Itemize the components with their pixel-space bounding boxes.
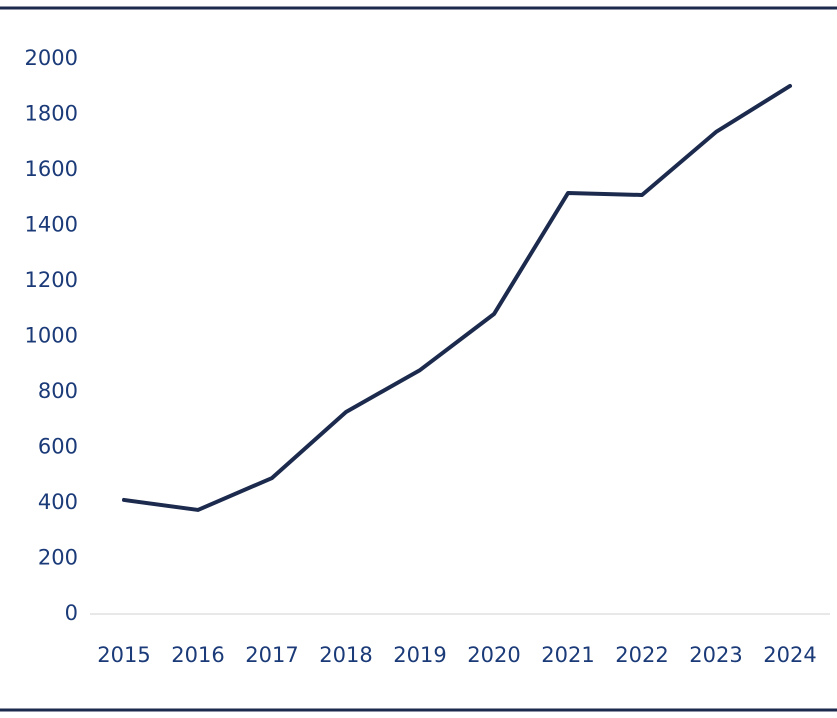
x-tick-label: 2021 [541,643,594,667]
y-tick-label: 0 [65,601,78,625]
y-tick-label: 1200 [25,268,78,292]
y-tick-label: 800 [38,379,78,403]
y-tick-label: 400 [38,490,78,514]
x-tick-label: 2023 [689,643,742,667]
x-tick-label: 2015 [97,643,150,667]
x-tick-label: 2016 [171,643,224,667]
y-tick-label: 200 [38,546,78,570]
y-tick-label: 1800 [25,102,78,126]
x-tick-label: 2024 [763,643,816,667]
x-tick-label: 2018 [319,643,372,667]
y-tick-label: 1600 [25,157,78,181]
y-tick-label: 600 [38,435,78,459]
y-tick-label: 1400 [25,213,78,237]
line-series [122,83,792,512]
x-tick-label: 2020 [467,643,520,667]
x-tick-label: 2017 [245,643,298,667]
x-tick-label: 2022 [615,643,668,667]
y-tick-label: 2000 [25,46,78,70]
y-tick-label: 1000 [25,324,78,348]
x-tick-label: 2019 [393,643,446,667]
